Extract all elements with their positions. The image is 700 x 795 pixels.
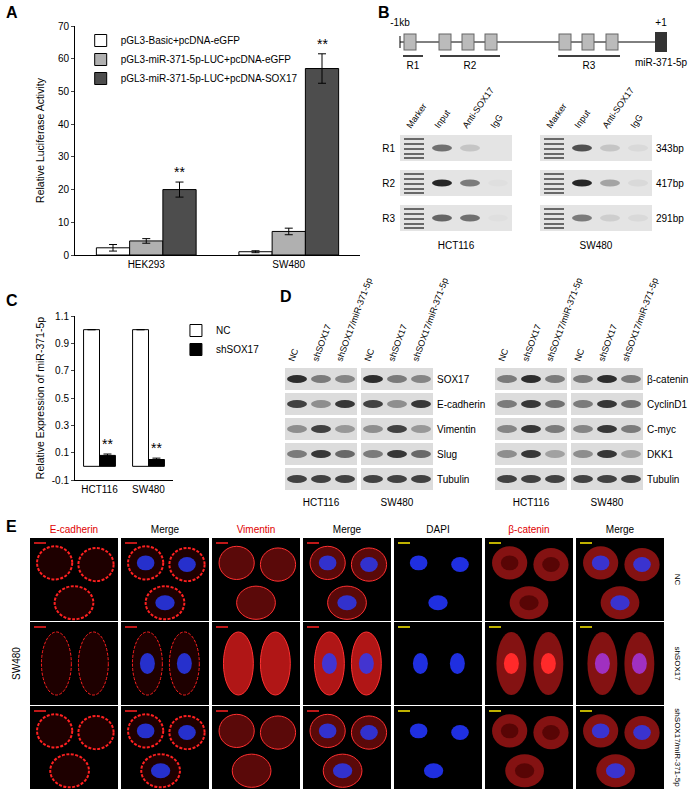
svg-text:0.9: 0.9 (55, 338, 69, 349)
svg-text:0.5: 0.5 (55, 393, 69, 404)
svg-text:SW480: SW480 (580, 240, 613, 251)
svg-text:-1kb: -1kb (390, 17, 410, 28)
svg-text:NC: NC (673, 574, 682, 586)
svg-text:0.3: 0.3 (55, 420, 69, 431)
svg-text:Input: Input (572, 108, 592, 131)
svg-text:Slug: Slug (437, 449, 457, 460)
svg-text:shSOX17/miR-371-5p: shSOX17/miR-371-5p (673, 708, 682, 787)
svg-text:E: E (6, 518, 17, 535)
svg-text:CyclinD1: CyclinD1 (647, 399, 687, 410)
svg-text:50: 50 (58, 86, 70, 97)
svg-text:pGL3-miR-371-5p-LUC+pcDNA-eGFP: pGL3-miR-371-5p-LUC+pcDNA-eGFP (121, 54, 292, 65)
svg-text:+1: +1 (655, 17, 667, 28)
svg-text:Tubulin: Tubulin (437, 474, 469, 485)
svg-text:shSOX17: shSOX17 (520, 323, 543, 363)
svg-text:B: B (378, 4, 390, 21)
svg-text:Tubulin: Tubulin (647, 474, 679, 485)
svg-text:SW480: SW480 (381, 497, 414, 508)
svg-text:**: ** (151, 440, 162, 456)
svg-text:Marker: Marker (404, 101, 428, 130)
svg-text:HCT116: HCT116 (438, 240, 475, 251)
svg-text:**: ** (174, 164, 185, 180)
svg-text:Merge: Merge (333, 524, 362, 535)
svg-text:shSOX17: shSOX17 (386, 323, 409, 363)
svg-text:C-myc: C-myc (647, 424, 676, 435)
svg-text:40: 40 (58, 119, 70, 130)
svg-text:Relative Luciferase Activity: Relative Luciferase Activity (34, 77, 46, 203)
svg-text:IgG: IgG (628, 113, 645, 131)
svg-text:IgG: IgG (488, 113, 505, 131)
svg-text:Vimentin: Vimentin (437, 424, 476, 435)
svg-text:NC: NC (572, 347, 586, 363)
svg-text:Input: Input (432, 108, 452, 131)
svg-text:NC: NC (216, 325, 230, 336)
svg-text:HEK293: HEK293 (128, 259, 166, 270)
svg-text:E-cadherin: E-cadherin (50, 524, 98, 535)
svg-text:miR-371-5p: miR-371-5p (635, 57, 688, 68)
svg-text:Merge: Merge (606, 524, 635, 535)
svg-text:HCT116: HCT116 (513, 497, 550, 508)
svg-text:Anti-SOX17: Anti-SOX17 (460, 85, 495, 130)
svg-text:pGL3-miR-371-5p-LUC+pcDNA-SOX1: pGL3-miR-371-5p-LUC+pcDNA-SOX17 (121, 73, 298, 84)
svg-text:R2: R2 (382, 178, 395, 189)
svg-text:HCT116: HCT116 (81, 484, 118, 495)
svg-text:R3: R3 (382, 213, 395, 224)
svg-text:β-catenin: β-catenin (508, 524, 549, 535)
svg-text:Vimentin: Vimentin (237, 524, 276, 535)
svg-text:HCT116: HCT116 (303, 497, 340, 508)
svg-text:SOX17: SOX17 (437, 374, 470, 385)
svg-text:D: D (280, 288, 292, 305)
svg-text:NC: NC (496, 347, 510, 363)
svg-text:-0.1: -0.1 (52, 475, 70, 486)
svg-text:**: ** (317, 36, 328, 52)
svg-text:C: C (6, 292, 18, 309)
svg-text:60: 60 (58, 53, 70, 64)
svg-text:SW480: SW480 (132, 484, 165, 495)
svg-text:NC: NC (362, 347, 376, 363)
svg-text:Marker: Marker (544, 101, 568, 130)
svg-text:R1: R1 (407, 60, 420, 71)
svg-text:30: 30 (58, 151, 70, 162)
svg-text:291bp: 291bp (656, 213, 684, 224)
svg-text:SW480: SW480 (591, 497, 624, 508)
svg-text:pGL3-Basic+pcDNA-eGFP: pGL3-Basic+pcDNA-eGFP (121, 35, 241, 46)
svg-text:E-cadherin: E-cadherin (437, 399, 485, 410)
svg-text:R2: R2 (464, 60, 477, 71)
svg-text:**: ** (102, 436, 113, 452)
svg-text:70: 70 (58, 21, 70, 32)
svg-text:β-catenin: β-catenin (647, 374, 688, 385)
svg-text:0.7: 0.7 (55, 365, 69, 376)
svg-text:343bp: 343bp (656, 143, 684, 154)
svg-text:Relative Expression of miR-371: Relative Expression of miR-371-5p (34, 317, 46, 479)
svg-text:shSOX17: shSOX17 (310, 323, 333, 363)
svg-text:0.1: 0.1 (55, 447, 69, 458)
svg-text:A: A (6, 4, 18, 21)
svg-text:shSOX17: shSOX17 (596, 323, 619, 363)
svg-text:Merge: Merge (151, 524, 180, 535)
svg-text:shSOX17/miR-371-5p: shSOX17/miR-371-5p (410, 277, 450, 363)
svg-text:R1: R1 (382, 143, 395, 154)
svg-text:NC: NC (286, 347, 300, 363)
svg-text:shSOX17: shSOX17 (216, 344, 259, 355)
svg-text:Anti-SOX17: Anti-SOX17 (600, 85, 635, 130)
svg-text:R3: R3 (583, 60, 596, 71)
svg-text:1.1: 1.1 (55, 311, 69, 322)
svg-text:DKK1: DKK1 (647, 449, 674, 460)
svg-text:417bp: 417bp (656, 178, 684, 189)
svg-text:SW480: SW480 (11, 647, 22, 680)
svg-text:0: 0 (63, 250, 69, 261)
svg-text:shSOX17/miR-371-5p: shSOX17/miR-371-5p (334, 277, 374, 363)
svg-text:DAPI: DAPI (426, 524, 449, 535)
svg-text:shSOX17/miR-371-5p: shSOX17/miR-371-5p (620, 277, 660, 363)
svg-text:SW480: SW480 (272, 259, 305, 270)
svg-text:shSOX17/miR-371-5p: shSOX17/miR-371-5p (544, 277, 584, 363)
svg-text:shSOX17: shSOX17 (673, 646, 682, 681)
svg-text:10: 10 (58, 217, 70, 228)
svg-text:20: 20 (58, 184, 70, 195)
